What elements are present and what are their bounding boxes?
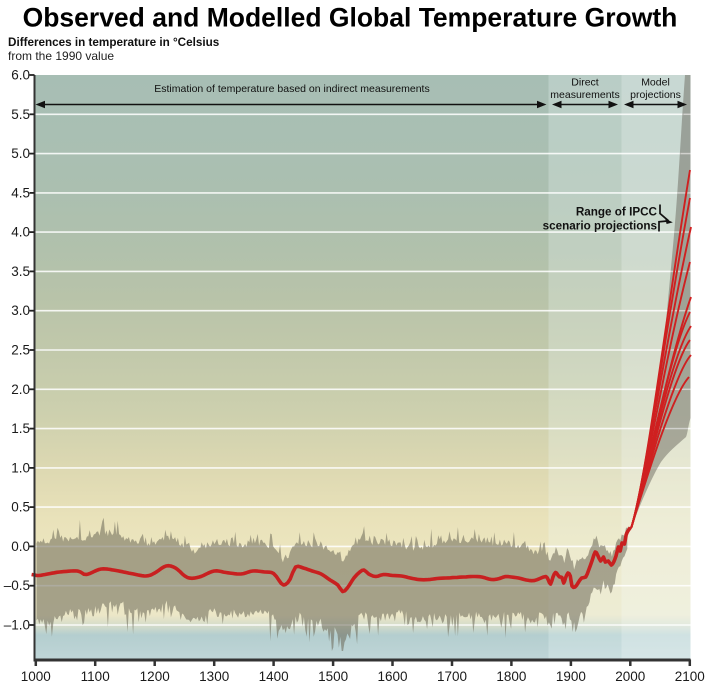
svg-text:scenario projections: scenario projections [543, 220, 658, 233]
svg-text:1700: 1700 [437, 669, 467, 684]
svg-text:5.5: 5.5 [11, 107, 30, 122]
svg-text:5.0: 5.0 [11, 146, 30, 161]
svg-text:4.5: 4.5 [11, 185, 30, 200]
svg-text:1.5: 1.5 [11, 421, 30, 436]
svg-text:1100: 1100 [81, 669, 110, 684]
svg-text:1300: 1300 [199, 669, 229, 684]
svg-text:3.5: 3.5 [11, 264, 30, 279]
svg-text:0.5: 0.5 [11, 500, 30, 515]
svg-text:2100: 2100 [675, 669, 705, 684]
svg-text:1900: 1900 [556, 669, 586, 684]
svg-text:Observed and Modelled Global T: Observed and Modelled Global Temperature… [23, 3, 678, 33]
svg-text:3.0: 3.0 [11, 303, 30, 318]
svg-text:1800: 1800 [496, 669, 526, 684]
svg-text:6.0: 6.0 [11, 68, 30, 83]
svg-text:1200: 1200 [140, 669, 170, 684]
svg-text:2.5: 2.5 [11, 343, 30, 358]
svg-text:–1.0: –1.0 [4, 618, 30, 633]
svg-text:4.0: 4.0 [11, 225, 30, 240]
svg-text:Differences in temperature in: Differences in temperature in °Celsius [8, 36, 220, 49]
svg-text:Direct: Direct [571, 77, 599, 89]
svg-text:1400: 1400 [259, 669, 289, 684]
svg-text:1500: 1500 [318, 669, 348, 684]
svg-text:1000: 1000 [21, 669, 51, 684]
svg-text:measurements: measurements [550, 89, 619, 101]
svg-text:Model: Model [641, 77, 670, 89]
svg-text:Range of IPCC: Range of IPCC [576, 206, 658, 219]
svg-text:Estimation of temperature base: Estimation of temperature based on indir… [154, 83, 429, 95]
svg-text:0.0: 0.0 [11, 539, 30, 554]
svg-text:2.0: 2.0 [11, 382, 30, 397]
svg-text:projections: projections [630, 89, 681, 101]
svg-text:2000: 2000 [615, 669, 645, 684]
svg-text:1.0: 1.0 [11, 460, 30, 475]
svg-text:–0.5: –0.5 [4, 578, 30, 593]
svg-text:1600: 1600 [377, 669, 407, 684]
svg-text:from the 1990 value: from the 1990 value [8, 49, 114, 63]
